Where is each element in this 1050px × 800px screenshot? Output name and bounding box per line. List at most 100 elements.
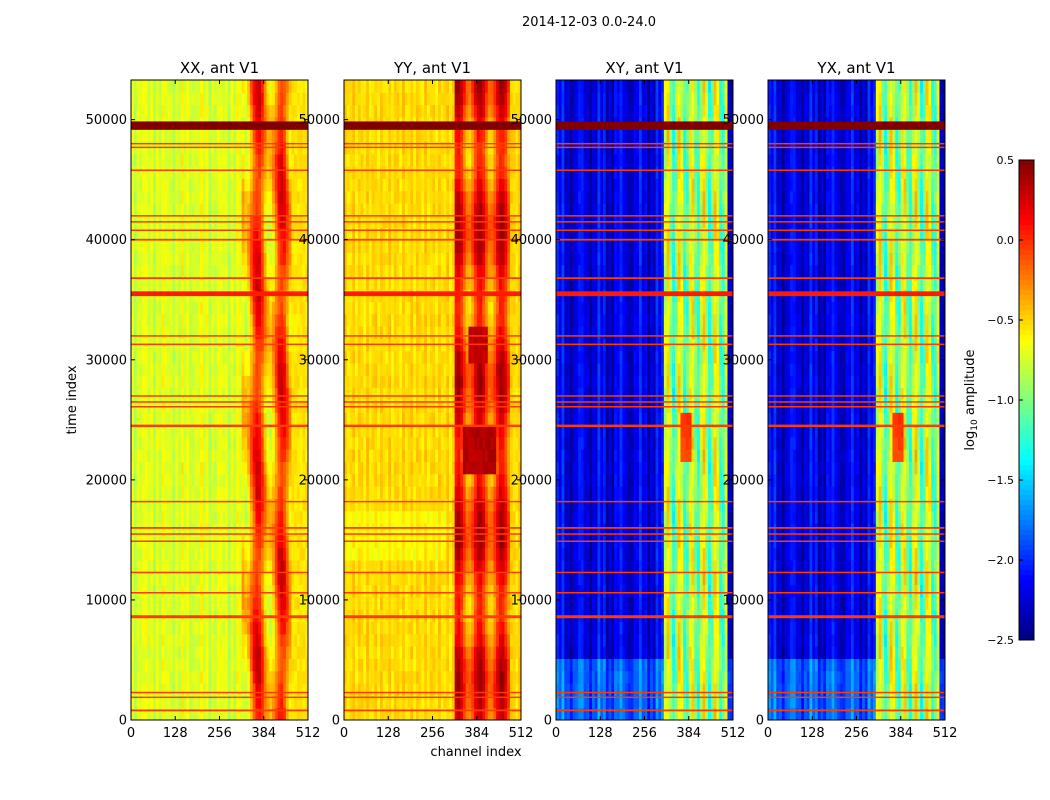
heatmap-cell (191, 461, 196, 475)
heatmap-cell (142, 326, 146, 339)
heatmap-cell (399, 252, 403, 266)
heatmap-cell (222, 153, 226, 167)
heatmap-cell (272, 92, 276, 106)
heatmap-cell (266, 227, 270, 241)
heatmap-cell (388, 363, 392, 376)
heatmap-cell (153, 276, 157, 290)
heatmap-cell (371, 375, 375, 389)
heatmap-cell (178, 276, 182, 290)
heatmap-cell (407, 449, 411, 463)
heatmap-cell (421, 80, 425, 93)
heatmap-cell (283, 178, 287, 192)
heatmap-cell (368, 560, 373, 573)
heatmap-cell (344, 240, 348, 253)
heatmap-cell (305, 621, 309, 635)
heatmap-cell (280, 104, 284, 118)
heatmap-cell (244, 350, 248, 364)
heatmap-cell (255, 707, 259, 721)
heatmap-cell (147, 584, 151, 598)
heatmap-cell (136, 486, 140, 499)
heatmap-cell (213, 547, 218, 561)
heatmap-cell (180, 264, 185, 278)
heatmap-cell (418, 92, 422, 106)
heatmap-cell (216, 313, 220, 327)
heatmap-cell (404, 510, 409, 524)
heatmap-cell (139, 264, 143, 278)
heatmap-cell (213, 523, 218, 536)
heatmap-cell (202, 387, 207, 401)
heatmap-cell (285, 240, 290, 253)
heatmap-cell (410, 596, 414, 610)
heatmap-cell (374, 473, 378, 487)
x-tick-label: 128 (163, 726, 188, 741)
heatmap-cell (277, 572, 281, 586)
heatmap-cell (374, 646, 378, 659)
heatmap-cell (205, 252, 209, 266)
heatmap-cell (418, 596, 422, 610)
heatmap-cell (153, 252, 157, 266)
heatmap-cell (216, 350, 220, 364)
heatmap-cell (413, 683, 417, 696)
heatmap-cell (415, 203, 420, 216)
heatmap-cell (410, 424, 414, 438)
heatmap-cell (227, 313, 232, 327)
heatmap-cell (236, 264, 240, 278)
heatmap-cell (388, 80, 392, 93)
heatmap-cell (346, 560, 351, 573)
heatmap-cell (415, 596, 420, 610)
heatmap-cell (385, 276, 389, 290)
heatmap-cell (302, 560, 306, 573)
heatmap-cell (346, 240, 351, 253)
heatmap-cell (213, 572, 218, 586)
heatmap-cell (399, 424, 403, 438)
heatmap-cell (426, 424, 431, 438)
heatmap-cell (407, 104, 411, 118)
heatmap-cell (399, 683, 403, 696)
heatmap-cell (294, 363, 298, 376)
heatmap-cell (266, 461, 270, 475)
heatmap-cell (377, 486, 381, 499)
heatmap-cell (349, 276, 353, 290)
heatmap-cell (222, 449, 226, 463)
heatmap-cell (233, 584, 237, 598)
heatmap-cell (153, 523, 157, 536)
heatmap-cell (299, 301, 303, 315)
heatmap-cell (379, 695, 384, 709)
heatmap-cell (147, 326, 151, 339)
heatmap-cell (131, 178, 135, 192)
heatmap-cell (222, 252, 226, 266)
heatmap-cell (399, 707, 403, 721)
heatmap-cell (189, 547, 193, 561)
heatmap-cell (379, 227, 384, 241)
heatmap-cell (225, 92, 229, 106)
heatmap-cell (191, 683, 196, 696)
heatmap-cell (208, 633, 212, 647)
heatmap-cell (349, 621, 353, 635)
heatmap-cell (147, 633, 151, 647)
heatmap-cell (426, 670, 431, 684)
heatmap-cell (183, 683, 187, 696)
heatmap-cell (296, 683, 301, 696)
heatmap-cell (208, 92, 212, 106)
heatmap-cell (260, 510, 265, 524)
heatmap-cell (241, 510, 245, 524)
heatmap-cell (142, 683, 146, 696)
heatmap-cell (368, 313, 373, 327)
heatmap-cell (247, 363, 251, 376)
heatmap-cell (366, 633, 370, 647)
heatmap-cell (418, 461, 422, 475)
heatmap-cell (230, 486, 234, 499)
heatmap-cell (299, 178, 303, 192)
heatmap-cell (418, 276, 422, 290)
heatmap-cell (288, 646, 292, 659)
heatmap-cell (208, 153, 212, 167)
heatmap-cell (205, 424, 209, 438)
heatmap-cell (283, 461, 287, 475)
heatmap-cell (374, 658, 378, 672)
heatmap-cell (288, 572, 292, 586)
heatmap-cell (216, 596, 220, 610)
heatmap-cell (277, 350, 281, 364)
heatmap-cell (305, 449, 309, 463)
heatmap-cell (296, 658, 301, 672)
heatmap-cell (274, 547, 279, 561)
